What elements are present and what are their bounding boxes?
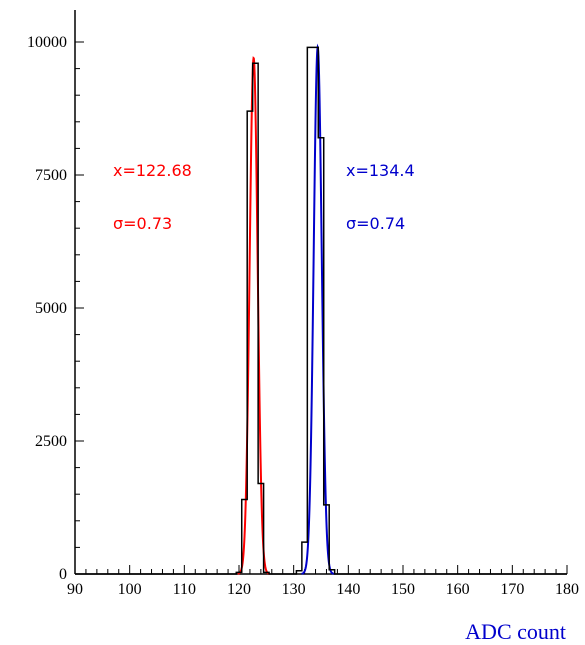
y-tick-label: 0 [59, 566, 67, 583]
x-tick-label: 140 [336, 581, 360, 598]
histogram-step-line [75, 46, 567, 575]
x-axis-title: ADC count [465, 619, 566, 644]
x-tick-label: 130 [282, 581, 306, 598]
fit-curve-1 [237, 56, 270, 575]
annotation-sigma-1: σ=0.73 [113, 214, 172, 233]
annotation-sigma-2: σ=0.74 [346, 214, 405, 233]
x-tick-label: 170 [500, 581, 524, 598]
annotation-mean-1: x=122.68 [113, 161, 192, 180]
x-tick-label: 110 [173, 581, 196, 598]
ticks: 90 100 110 120 130 140 150 160 170 180 0 2500 5000 75… [27, 34, 579, 598]
x-tick-label: 100 [118, 581, 142, 598]
annotations: x=122.68 σ=0.73 x=134.4 σ=0.74 [113, 161, 415, 233]
annotation-mean-2: x=134.4 [346, 161, 415, 180]
x-tick-label: 180 [555, 581, 579, 598]
x-tick-label: 150 [391, 581, 415, 598]
axes [74, 10, 567, 575]
histogram [75, 46, 567, 575]
y-tick-label: 10000 [27, 34, 67, 51]
x-tick-label: 90 [67, 581, 83, 598]
x-tick-label: 120 [227, 581, 251, 598]
fit-curves [237, 43, 335, 575]
y-tick-label: 7500 [35, 167, 67, 184]
y-tick-label: 5000 [35, 300, 67, 317]
y-tick-label: 2500 [35, 433, 67, 450]
x-tick-label: 160 [446, 581, 470, 598]
